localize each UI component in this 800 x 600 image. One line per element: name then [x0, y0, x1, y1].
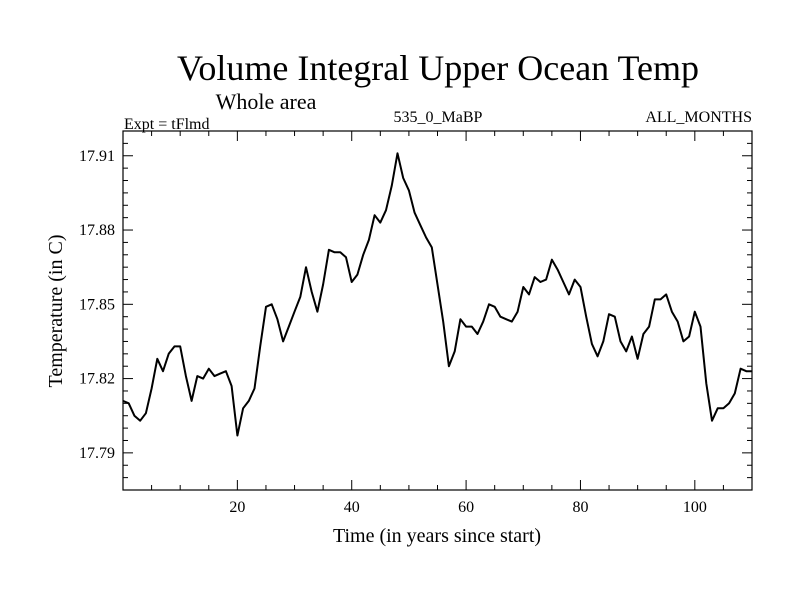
x-tick-label: 80: [572, 499, 588, 516]
chart-title: Volume Integral Upper Ocean Temp: [177, 48, 699, 88]
y-axis-label: Temperature (in C): [45, 235, 67, 388]
months-label: ALL_MONTHS: [645, 109, 752, 126]
y-tick-label: 17.91: [79, 148, 115, 165]
x-tick-label: 100: [683, 499, 707, 516]
axis-tick-labels: 20 40 60 80 100 17.79 17.82 17.85 17.88 17.91: [79, 148, 707, 516]
y-tick-label: 17.82: [79, 371, 115, 388]
series-line-tflmd: [122, 152, 752, 437]
experiment-id-label: 535_0_MaBP: [394, 109, 483, 126]
axis-ticks: [123, 130, 752, 490]
plot-frame: [122, 130, 753, 491]
experiment-label: Expt = tFlmd: [124, 116, 209, 133]
chart-subtitle: Whole area: [216, 89, 317, 114]
x-tick-label: 40: [344, 499, 360, 516]
y-tick-label: 17.79: [79, 445, 115, 462]
y-tick-label: 17.88: [79, 222, 115, 239]
x-tick-label: 60: [458, 499, 474, 516]
x-tick-label: 20: [229, 499, 245, 516]
x-axis-label: Time (in years since start): [333, 525, 541, 547]
y-tick-label: 17.85: [79, 296, 115, 313]
